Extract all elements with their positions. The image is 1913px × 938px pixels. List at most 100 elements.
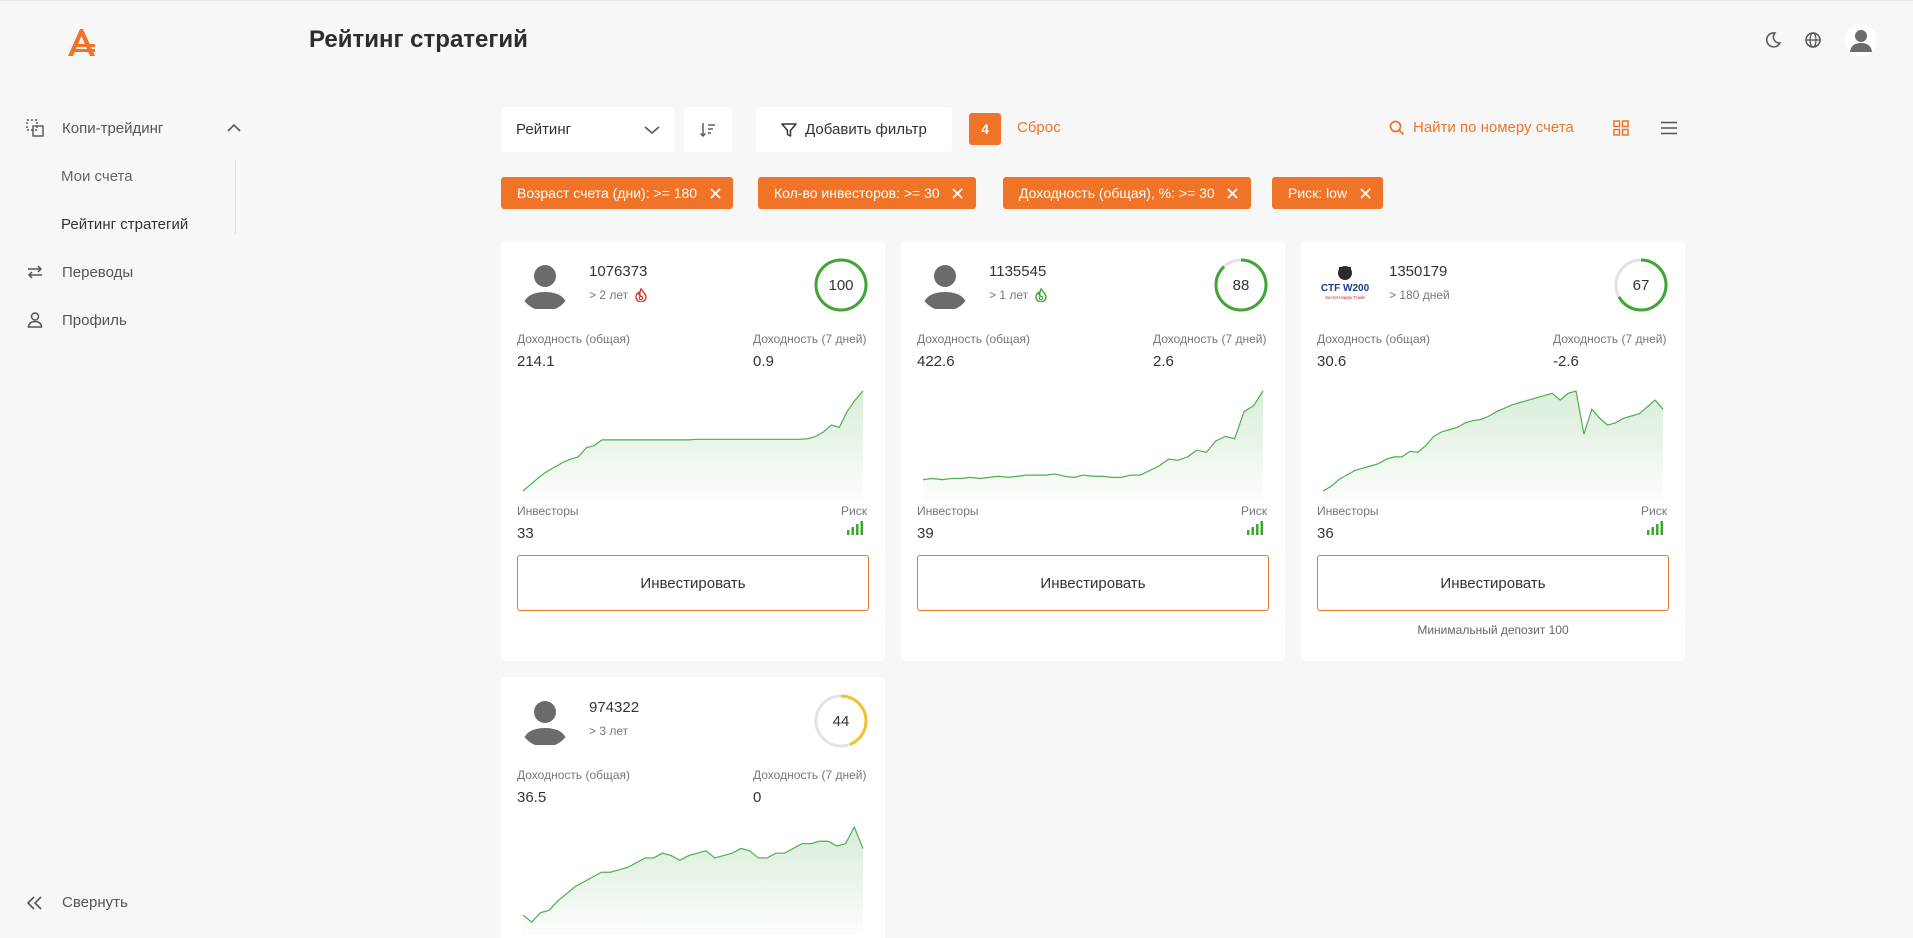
sparkline-line: [522, 390, 864, 492]
filter-chip-label: Кол-во инвесторов: >= 30: [774, 185, 940, 201]
page-title: Рейтинг стратегий: [309, 26, 528, 53]
invest-button[interactable]: Инвестировать: [917, 555, 1269, 611]
profit-total-label: Доходность (общая): [517, 332, 631, 346]
fire-red-icon: [635, 288, 647, 302]
rating-value: 67: [1632, 276, 1650, 294]
investors-value: 36: [1317, 525, 1334, 542]
profit-7d-label: Доходность (7 дней): [753, 332, 867, 346]
user-profile-icon: [26, 311, 44, 329]
profit-total-label: Доходность (общая): [917, 332, 1031, 346]
profit-total-value: 422.6: [917, 353, 955, 370]
account-age-label: > 3 лет: [589, 724, 629, 738]
chevron-down-icon: [644, 125, 660, 134]
profit-sparkline: [922, 390, 1264, 499]
account-age-label: > 1 лет: [989, 288, 1029, 302]
list-view-button[interactable]: [1659, 118, 1679, 138]
sidebar-item-my-accounts[interactable]: Мои счета: [61, 168, 133, 185]
sort-direction-button[interactable]: [684, 107, 732, 152]
rating-ring: [1214, 258, 1268, 312]
filter-chip-investors: Кол-во инвесторов: >= 30: [758, 177, 976, 209]
top-border: [0, 0, 1913, 1]
sidebar-item-label: Профиль: [62, 311, 127, 329]
rating-ring: [1614, 258, 1668, 312]
strategy-card[interactable]: 1135545 > 1 лет 88 Доходность (общая) До…: [901, 241, 1285, 661]
risk-label: Риск: [1641, 504, 1667, 518]
logo-subtext: Secret Happy Trade: [1325, 295, 1366, 300]
profit-total-label: Доходность (общая): [517, 768, 631, 782]
strategy-card[interactable]: 1076373 > 2 лет 100 Доходность (общая) Д…: [501, 241, 885, 661]
profit-total-label: Доходность (общая): [1317, 332, 1431, 346]
filter-chip-label: Доходность (общая), %: >= 30: [1019, 185, 1215, 201]
invest-button[interactable]: Инвестировать: [517, 555, 869, 611]
sort-select[interactable]: Рейтинг: [502, 107, 674, 152]
filter-chip-account-age: Возраст счета (дни): >= 180: [501, 177, 734, 209]
risk-signal-icon: [847, 521, 863, 535]
sidebar-item-profile[interactable]: Профиль: [26, 308, 127, 332]
risk-signal-icon: [1647, 521, 1663, 535]
filter-funnel-icon: [781, 122, 797, 137]
invest-button[interactable]: Инвестировать: [1317, 555, 1669, 611]
remove-filter-close-icon[interactable]: [1359, 187, 1371, 199]
add-filter-button[interactable]: Добавить фильтр: [756, 107, 952, 152]
grid-view-button[interactable]: [1611, 118, 1631, 138]
strategy-card[interactable]: CTF W200 Secret Happy Trade 1350179 > 18…: [1301, 241, 1685, 661]
account-avatar: [919, 259, 971, 311]
language-globe-icon[interactable]: [1803, 30, 1823, 50]
account-number: 1135545: [989, 263, 1047, 280]
filter-count-badge: 4: [969, 113, 1001, 145]
user-avatar[interactable]: [1845, 24, 1877, 56]
sparkline-line: [1322, 390, 1664, 492]
transfer-arrows-icon: [26, 263, 44, 281]
filter-chip-label: Возраст счета (дни): >= 180: [517, 185, 698, 201]
sidebar-item-strategy-rating[interactable]: Рейтинг стратегий: [61, 216, 189, 233]
investors-value: 39: [917, 525, 934, 542]
rating-ring: [814, 694, 868, 748]
investors-label: Инвесторы: [917, 504, 979, 518]
add-filter-label: Добавить фильтр: [805, 121, 927, 138]
account-age: > 1 лет: [989, 288, 1048, 302]
strategy-card[interactable]: 974322 > 3 лет 44 Доходность (общая) Дох…: [501, 677, 885, 938]
filter-chip-risk: Риск: low: [1272, 177, 1384, 209]
filter-chip-label: Риск: low: [1288, 185, 1348, 201]
min-deposit-note: Минимальный депозит 100: [1417, 623, 1569, 637]
dark-mode-moon-icon[interactable]: [1763, 30, 1783, 50]
account-number: 1076373: [589, 263, 648, 280]
profit-7d-value: -2.6: [1553, 353, 1579, 370]
account-avatar: [519, 259, 571, 311]
profit-total-value: 30.6: [1317, 353, 1347, 370]
profit-sparkline: [522, 825, 864, 935]
collapse-sidebar-button[interactable]: Свернуть: [26, 894, 128, 911]
profit-sparkline: [1322, 390, 1664, 499]
grid-view-icon: [1613, 120, 1629, 136]
account-age-label: > 2 лет: [589, 288, 629, 302]
sort-descending-icon: [700, 122, 715, 137]
rating-ring: [814, 258, 868, 312]
sparkline-line: [922, 390, 1264, 481]
rating-arc: [1614, 258, 1668, 312]
investors-label: Инвесторы: [517, 504, 579, 518]
remove-filter-close-icon[interactable]: [709, 187, 721, 199]
investors-value: 33: [517, 525, 534, 542]
rating-arc: [1214, 258, 1268, 312]
sparkline-area: [523, 827, 863, 935]
remove-filter-close-icon[interactable]: [1227, 187, 1239, 199]
reset-filters-link[interactable]: Сброс: [1017, 119, 1061, 136]
sparkline-area: [923, 391, 1263, 499]
profit-7d-label: Доходность (7 дней): [753, 768, 867, 782]
submenu-divider: [235, 160, 236, 234]
profit-7d-label: Доходность (7 дней): [1153, 332, 1267, 346]
collapse-label: Свернуть: [62, 894, 128, 911]
fire-green-icon: [1035, 288, 1047, 302]
account-number: 974322: [589, 699, 640, 716]
brand-logo[interactable]: [64, 26, 98, 58]
rating-arc: [814, 258, 868, 312]
rating-arc: [814, 694, 868, 748]
remove-filter-close-icon[interactable]: [952, 187, 964, 199]
sidebar-item-transfers[interactable]: Переводы: [26, 260, 133, 284]
sort-select-value: Рейтинг: [516, 121, 572, 138]
search-by-account-link[interactable]: Найти по номеру счета: [1389, 119, 1574, 136]
sparkline-area: [1323, 391, 1663, 499]
copy-trading-icon: [26, 119, 44, 137]
chevron-up-icon[interactable]: [226, 120, 242, 136]
sidebar-item-copy-trading[interactable]: Копи-трейдинг: [26, 116, 163, 140]
